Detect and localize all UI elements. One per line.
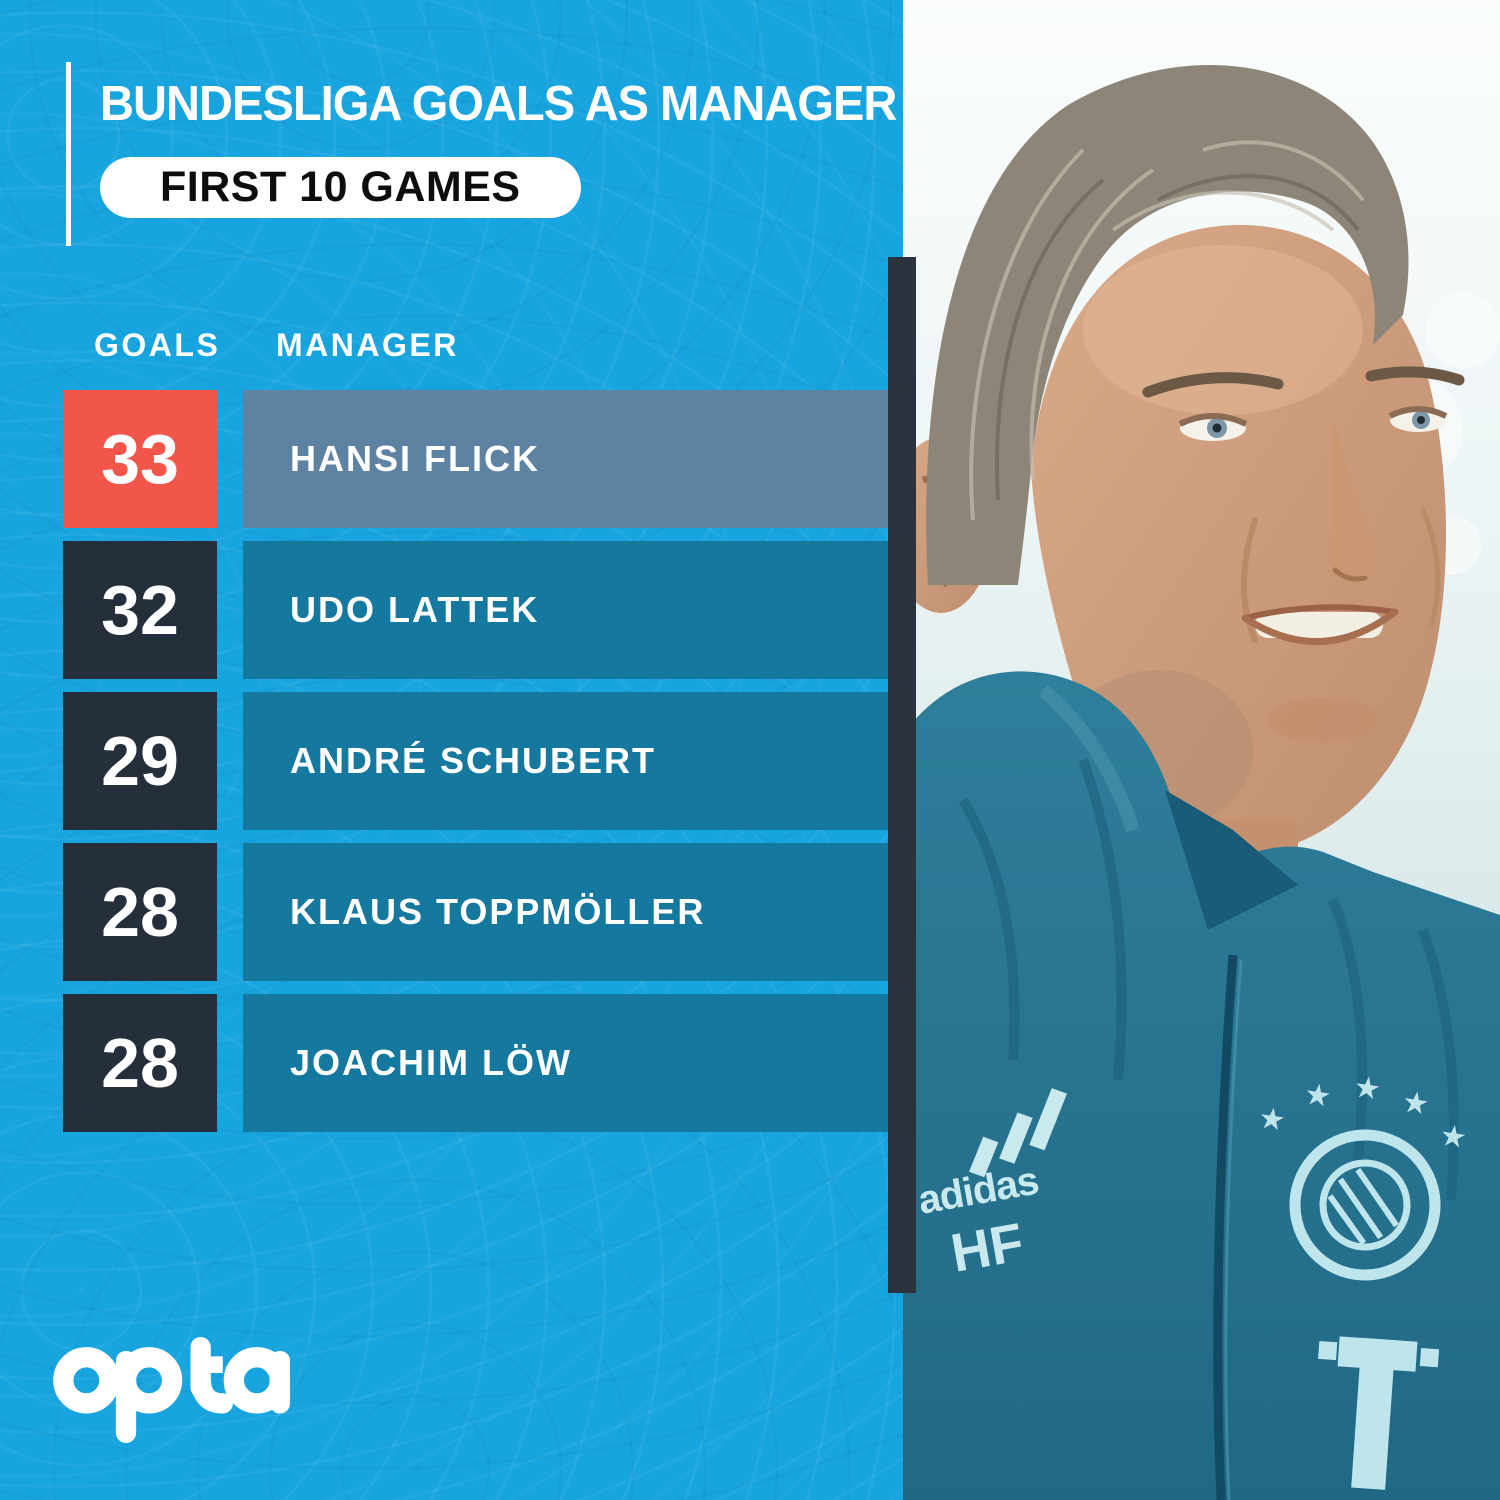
face — [1031, 224, 1465, 853]
svg-text:★: ★ — [1352, 1070, 1383, 1106]
svg-text:★: ★ — [1438, 1119, 1469, 1155]
manager-table: 33 HANSI FLICK 32 UDO LATTEK 29 ANDRÉ SC… — [63, 390, 888, 1145]
manager-initials: HF — [947, 1212, 1028, 1284]
page-title: BUNDESLIGA GOALS AS MANAGER — [100, 77, 897, 131]
hair — [926, 65, 1409, 586]
manager-name: JOACHIM LÖW — [243, 994, 888, 1132]
svg-text:★: ★ — [1400, 1085, 1431, 1121]
telekom-t-icon — [1318, 1336, 1440, 1490]
manager-name: UDO LATTEK — [243, 541, 888, 679]
subtitle-pill: FIRST 10 GAMES — [100, 157, 581, 218]
manager-name: HANSI FLICK — [243, 390, 888, 528]
table-row: 28 KLAUS TOPPMÖLLER — [63, 843, 888, 981]
svg-text:★: ★ — [1256, 1102, 1287, 1138]
manager-name: ANDRÉ SCHUBERT — [243, 692, 888, 830]
table-row: 32 UDO LATTEK — [63, 541, 888, 679]
title-accent-line — [66, 62, 71, 246]
svg-text:★: ★ — [1302, 1078, 1333, 1114]
goals-value: 29 — [63, 692, 217, 830]
table-row: 28 JOACHIM LÖW — [63, 994, 888, 1132]
manager-name: KLAUS TOPPMÖLLER — [243, 843, 888, 981]
table-row: 29 ANDRÉ SCHUBERT — [63, 692, 888, 830]
opta-logo-icon — [53, 1337, 291, 1443]
table-row: 33 HANSI FLICK — [63, 390, 888, 528]
column-header-goals: GOALS — [94, 327, 221, 363]
goals-value: 28 — [63, 843, 217, 981]
goals-value: 28 — [63, 994, 217, 1132]
goals-value: 32 — [63, 541, 217, 679]
adidas-logo-icon — [969, 1088, 1067, 1178]
column-header-manager: MANAGER — [276, 327, 459, 363]
jacket: adidas HF ★ ★ ★ ★ ★ — [903, 671, 1500, 1500]
opta-logo: opta — [53, 1337, 293, 1448]
vertical-divider-bar — [888, 257, 916, 1293]
fc-bayern-crest-icon: ★ ★ ★ ★ ★ — [1256, 1070, 1469, 1281]
manager-photo: adidas HF ★ ★ ★ ★ ★ — [889, 0, 1500, 1500]
manager-photo-illustration: adidas HF ★ ★ ★ ★ ★ — [889, 0, 1500, 1500]
subtitle-text: FIRST 10 GAMES — [160, 163, 521, 211]
goals-value: 33 — [63, 390, 217, 528]
